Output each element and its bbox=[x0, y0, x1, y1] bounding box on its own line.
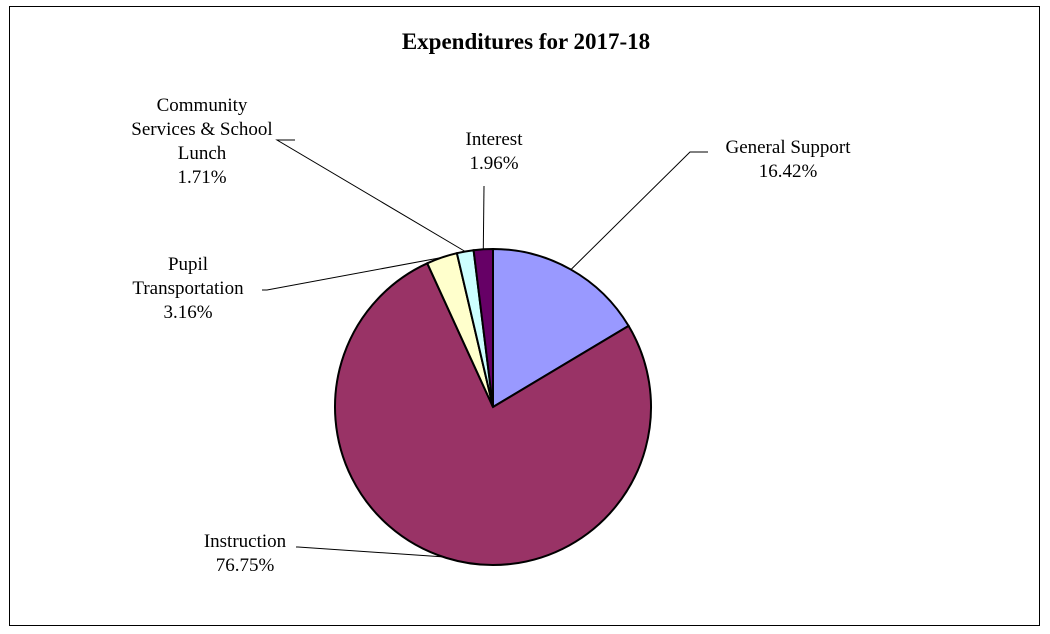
slice-label-community-services-school-lunch: Community Services & School Lunch 1.71% bbox=[131, 95, 272, 188]
leader-line-community-services-school-lunch bbox=[275, 139, 466, 252]
slice-label-instruction: Instruction 76.75% bbox=[204, 531, 287, 576]
pie-slices bbox=[334, 247, 652, 567]
slice-label-general-support: General Support 16.42% bbox=[725, 137, 851, 182]
chart-title: Expenditures for 2017-18 bbox=[402, 29, 650, 54]
leader-line-general-support bbox=[570, 151, 708, 270]
slice-labels: General Support 16.42% Instruction 76.75% Pu… bbox=[131, 95, 851, 576]
leader-line-instruction bbox=[296, 546, 446, 558]
slice-interest bbox=[472, 247, 494, 408]
slice-label-pupil-transportation: Pupil Transportation 3.16% bbox=[132, 254, 244, 323]
leader-line-interest bbox=[482, 185, 485, 250]
slice-instruction bbox=[334, 262, 652, 567]
slice-label-interest: Interest 1.96% bbox=[466, 129, 524, 174]
leader-lines bbox=[262, 139, 708, 558]
leader-line-pupil-transportation bbox=[262, 257, 442, 291]
